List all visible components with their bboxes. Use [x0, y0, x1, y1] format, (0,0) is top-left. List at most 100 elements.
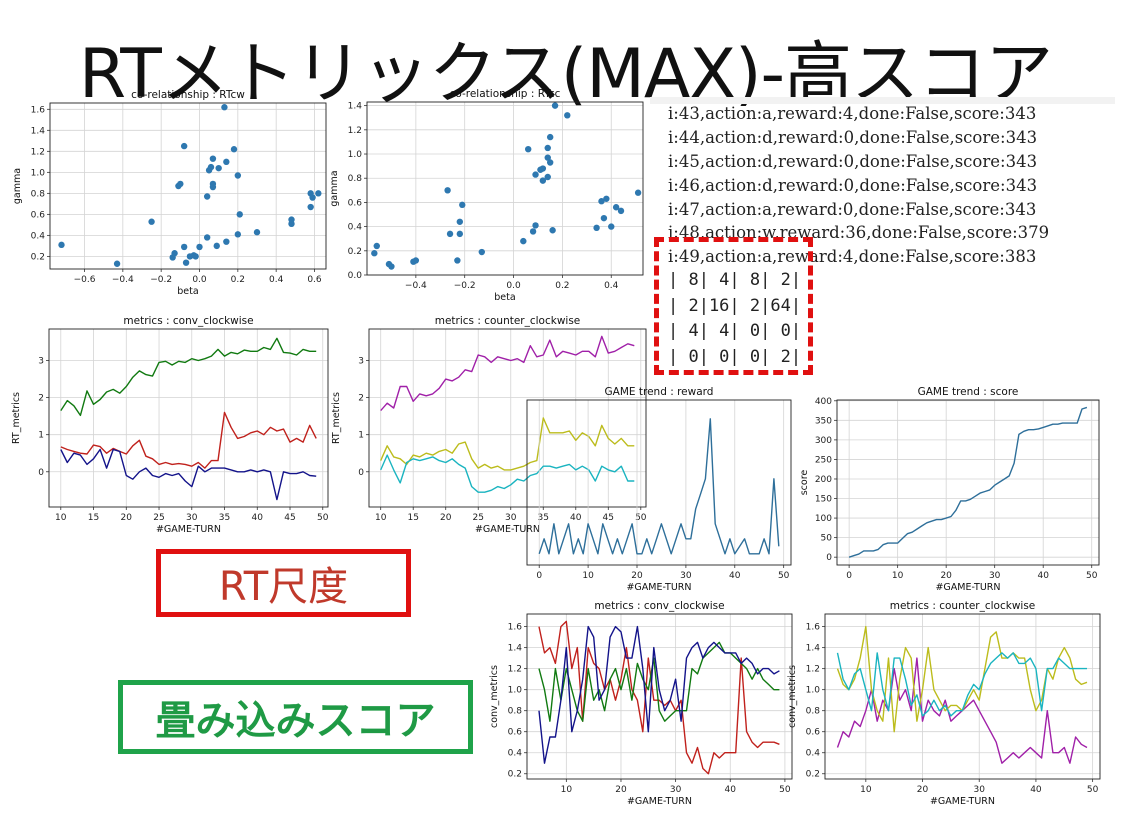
y-tick-label: 0.4 [806, 749, 821, 759]
scatter-point [544, 173, 551, 181]
plot-frame [526, 399, 792, 566]
scatter-point [529, 228, 537, 235]
x-tick-label: 40 [725, 785, 737, 795]
scatter-point [58, 241, 65, 249]
scatter-point [177, 180, 184, 188]
y-tick-label: 1.0 [508, 686, 523, 696]
plot-frame [526, 613, 793, 780]
scatter-point [608, 223, 615, 230]
x-axis-label: #GAME-TURN [475, 524, 540, 535]
series-line [538, 418, 780, 555]
x-tick-label: 50 [1087, 785, 1099, 795]
scatter-point [315, 190, 322, 197]
x-axis-label: #GAME-TURN [627, 796, 692, 807]
x-tick-label: 10 [55, 513, 67, 523]
scatter-point [371, 250, 378, 257]
x-tick-label: 30 [680, 571, 692, 581]
y-tick-label: 0.6 [31, 210, 46, 220]
scatter-point [459, 201, 466, 209]
x-tick-label: 0.4 [269, 275, 284, 285]
y-tick-label: 1.6 [31, 105, 46, 115]
plot-frame [366, 101, 644, 276]
y-tick-label: 1.4 [31, 126, 46, 136]
x-tick-label: −0.6 [74, 275, 96, 285]
x-tick-label: −0.4 [405, 281, 427, 291]
y-tick-label: 1.6 [508, 623, 523, 633]
board-highlight-box [654, 237, 813, 375]
x-tick-label: 20 [940, 571, 952, 581]
chart-title: metrics : counter_clockwise [890, 600, 1036, 612]
scatter-point [182, 259, 190, 266]
y-tick-label: 0 [826, 553, 832, 563]
y-axis-label: RT_metrics [11, 392, 22, 444]
y-tick-label: 0.2 [31, 252, 45, 262]
x-axis-label: beta [494, 292, 515, 303]
board-row: | 2|16| 2|64| [668, 295, 802, 316]
y-tick-label: 1.2 [508, 665, 522, 675]
x-tick-label: 20 [615, 785, 627, 795]
scatter-point [546, 133, 554, 141]
scatter-point [544, 154, 551, 161]
game-board: | 8| 4| 8| 2| | 2|16| 2|64| | 4| 4| 0| 0… [668, 268, 801, 370]
scatter-point [236, 211, 243, 218]
scatter-point [230, 146, 238, 153]
y-tick-label: 1.2 [806, 665, 820, 675]
y-tick-label: 0 [38, 468, 44, 478]
y-tick-label: 0.8 [31, 189, 46, 199]
y-tick-label: 350 [815, 416, 832, 426]
y-tick-label: 300 [815, 436, 832, 446]
scatter-point [456, 230, 464, 238]
scatter-point [456, 218, 464, 225]
x-tick-label: 50 [779, 785, 791, 795]
scatter-point [525, 145, 532, 153]
scatter-point [532, 171, 539, 178]
series-line [538, 641, 780, 722]
y-axis-label: gamma [329, 170, 340, 206]
y-tick-label: 0.4 [348, 223, 363, 233]
x-tick-label: −0.4 [112, 275, 134, 285]
board-row: | 8| 4| 8| 2| [668, 270, 802, 290]
y-tick-label: 100 [815, 514, 832, 524]
x-tick-label: 45 [603, 513, 614, 523]
x-tick-label: 20 [440, 513, 452, 523]
x-tick-label: 30 [670, 785, 682, 795]
x-tick-label: 50 [1086, 571, 1098, 581]
scatter-point [113, 260, 121, 267]
x-tick-label: 20 [121, 513, 133, 523]
scatter-point [388, 263, 395, 270]
x-tick-label: 10 [582, 571, 594, 581]
log-line: i:43,action:a,reward:4,done:False,score:… [668, 104, 1037, 123]
scatter-point [196, 243, 203, 251]
y-tick-label: 0.2 [806, 770, 820, 780]
y-tick-label: 3 [358, 357, 364, 367]
board-row: | 4| 4| 0| 0| [668, 321, 802, 341]
series-line [538, 620, 780, 775]
scatter-point [546, 159, 554, 166]
scatter-point [539, 165, 547, 172]
scatter-point [634, 189, 642, 196]
log-line: i:45,action:d,reward:0,done:False,score:… [668, 151, 1038, 171]
x-tick-label: 0.0 [192, 275, 207, 285]
x-tick-label: 0.4 [604, 281, 619, 291]
x-tick-label: 10 [892, 571, 904, 581]
y-tick-label: 0.2 [508, 770, 522, 780]
y-tick-label: 0 [358, 468, 364, 478]
x-tick-label: 0.0 [506, 281, 521, 291]
scatter-point [221, 104, 228, 111]
chart-title: metrics : conv_clockwise [123, 315, 253, 327]
scatter-point [209, 155, 217, 162]
y-tick-label: 50 [821, 534, 833, 544]
y-tick-label: 1.0 [31, 168, 46, 178]
scatter-point [454, 257, 461, 264]
series-line [380, 454, 635, 493]
plot-frame [836, 399, 1100, 566]
y-tick-label: 3 [38, 357, 44, 367]
scatter-point [209, 183, 217, 191]
x-tick-label: 0 [846, 571, 852, 581]
chart-title: metrics : conv_clockwise [594, 600, 724, 612]
scatter-point [234, 172, 242, 179]
x-tick-label: 10 [860, 785, 872, 795]
scatter-point [446, 230, 454, 238]
x-tick-label: 50 [635, 513, 647, 523]
y-tick-label: 1.2 [31, 147, 45, 157]
